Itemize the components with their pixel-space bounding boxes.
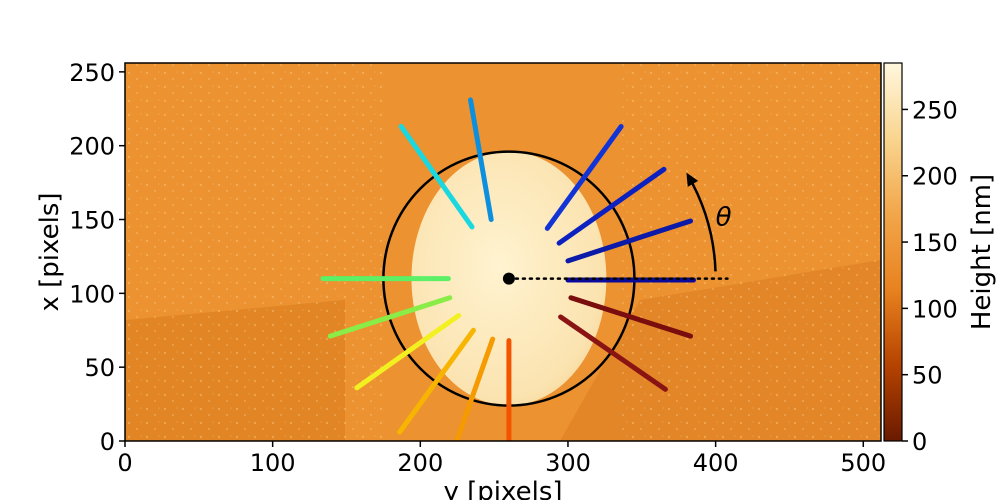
- center-point: [502, 272, 515, 285]
- colorbar-tick-label: 100: [912, 295, 958, 323]
- heatmap-image: [125, 63, 881, 441]
- y-tick-label: 50: [84, 354, 115, 382]
- angle-arrow-head: [686, 172, 699, 187]
- y-axis-label: x [pixels]: [35, 192, 65, 311]
- y-tick-label: 0: [100, 428, 115, 456]
- x-tick-label: 300: [545, 449, 591, 477]
- colorbar-tick-label: 250: [912, 96, 958, 124]
- profile-line-2: [565, 218, 694, 264]
- x-tick-label: 0: [117, 449, 132, 477]
- colorbar-ticks: 0 50 100 150 200 250: [902, 96, 958, 456]
- profile-line-10: [397, 327, 476, 435]
- colorbar-tick-label: 200: [912, 163, 958, 191]
- profile-lines: [320, 97, 696, 441]
- plot-frame: [124, 62, 882, 442]
- substrate-speckle-left: [125, 63, 385, 441]
- substrate-speckle-right: [620, 63, 881, 441]
- x-axis-label: y [pixels]: [443, 477, 562, 500]
- x-tick-label: 200: [397, 449, 443, 477]
- profile-line-5: [468, 97, 494, 223]
- x-tick-label: 100: [250, 449, 296, 477]
- profile-line-8: [327, 295, 453, 339]
- y-tick-label: 150: [69, 207, 115, 235]
- colorbar-label: Height [nm]: [967, 174, 997, 330]
- x-tick-label: 400: [693, 449, 739, 477]
- profile-line-4: [544, 123, 624, 231]
- x-tick-label: 500: [840, 449, 886, 477]
- colorbar: [883, 62, 903, 442]
- y-tick-label: 250: [69, 59, 115, 87]
- profile-line-11: [454, 336, 496, 441]
- angle-symbol: θ: [716, 203, 732, 233]
- y-tick-label: 200: [69, 133, 115, 161]
- colorbar-tick-label: 50: [912, 362, 943, 390]
- colorbar-tick-label: 150: [912, 229, 958, 257]
- profile-line-9: [354, 312, 462, 391]
- profile-line-13: [568, 295, 694, 339]
- colorbar-tick-label: 0: [912, 428, 927, 456]
- profile-line-3: [556, 166, 667, 246]
- x-axis: 0 100 200 300 400 500: [117, 441, 886, 477]
- profile-line-6: [398, 123, 475, 230]
- y-axis: 0 50 100 150 200 250: [69, 59, 125, 456]
- y-tick-label: 100: [69, 280, 115, 308]
- profile-line-14: [558, 314, 668, 392]
